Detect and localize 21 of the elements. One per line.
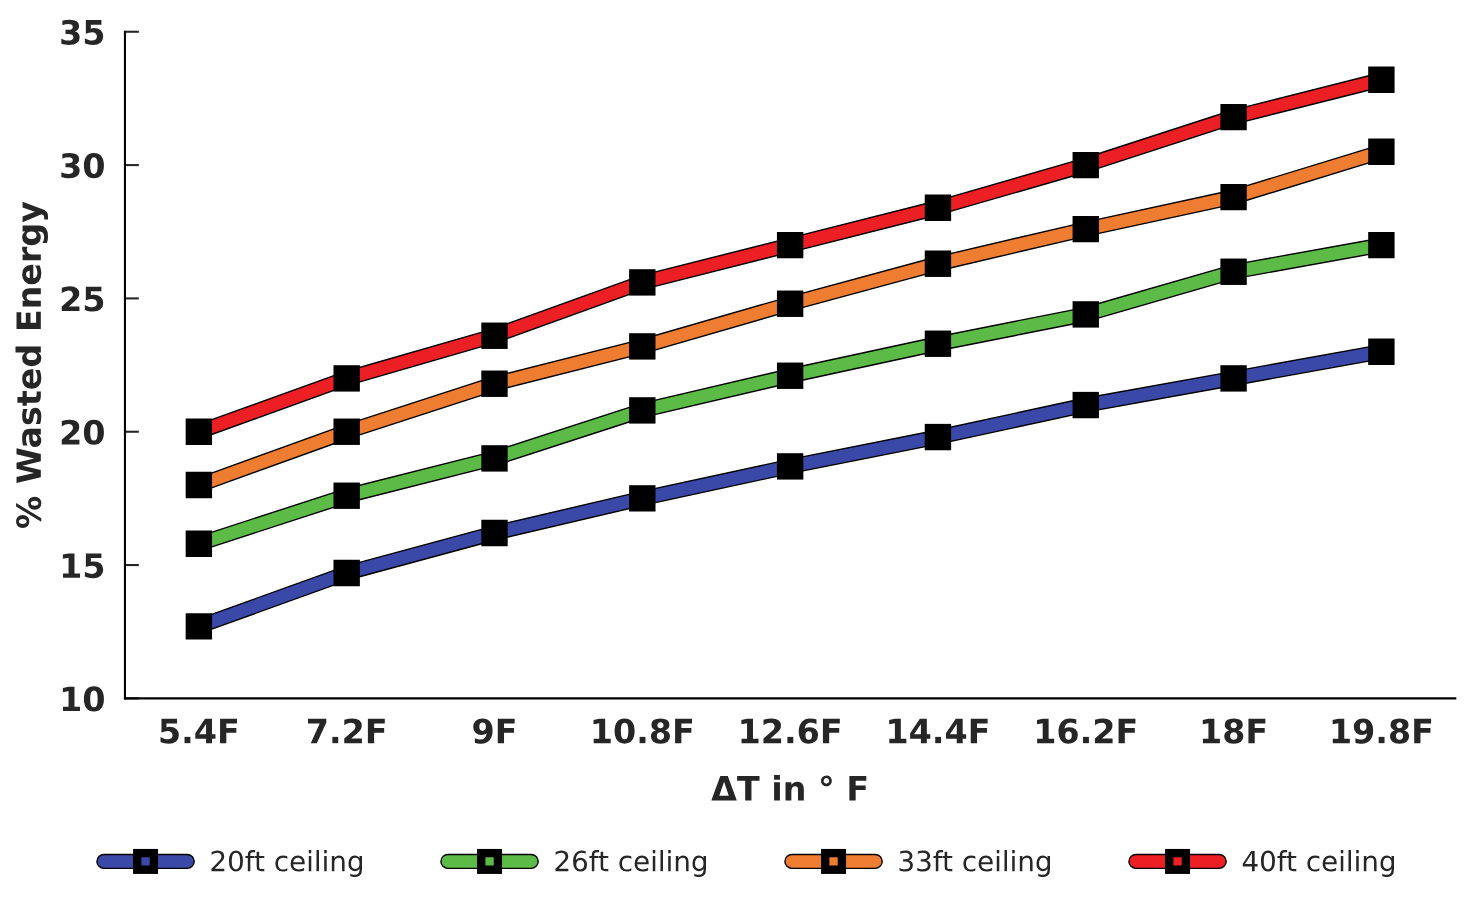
legend-label: 33ft ceiling [899,850,1051,877]
legend-label: 40ft ceiling [1242,850,1395,877]
x-tick-label: 18F [1202,718,1266,744]
x-tick-label: 10.8F [593,718,693,744]
x-axis-title: ΔT in ° F [711,775,867,801]
y-tick-label: 10 [62,686,104,712]
y-tick-label: 35 [61,19,104,45]
y-tick-label: 30 [61,153,104,179]
y-tick-label: 25 [61,286,104,312]
x-tick-label: 7.2F [308,718,385,744]
x-tick-label: 16.2F [1037,718,1136,744]
x-tick-label: 19.8F [1332,718,1432,744]
y-tick-label: 15 [62,553,104,579]
legend-label: 20ft ceiling [211,850,363,877]
x-tick-label: 12.6F [741,718,840,744]
y-axis-title: % Wasted Energy [15,201,49,529]
x-tick-label: 14.4F [889,718,988,744]
legend-label: 26ft ceiling [555,850,707,877]
y-tick-label: 20 [61,419,104,445]
x-tick-label: 5.4F [160,718,237,744]
x-tick-label: 9F [473,718,515,744]
